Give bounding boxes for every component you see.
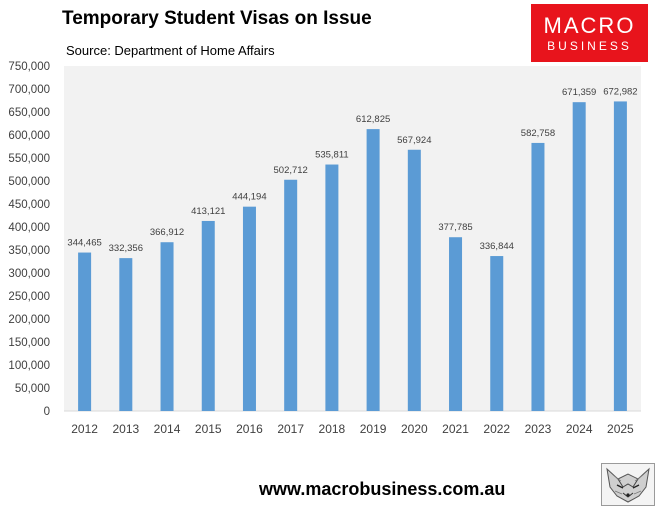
y-tick-label: 0 xyxy=(44,406,50,418)
plot-area xyxy=(64,66,641,411)
y-tick-label: 400,000 xyxy=(8,222,50,234)
data-label: 612,825 xyxy=(356,114,390,125)
logo-line-business: BUSINESS xyxy=(547,38,632,53)
y-tick-label: 300,000 xyxy=(8,268,50,280)
x-tick-label: 2020 xyxy=(401,422,428,436)
y-tick-label: 500,000 xyxy=(8,176,50,188)
y-tick-label: 200,000 xyxy=(8,314,50,326)
y-tick-label: 750,000 xyxy=(8,61,50,73)
y-tick-label: 450,000 xyxy=(8,199,50,211)
y-tick-label: 150,000 xyxy=(8,337,50,349)
data-label: 332,356 xyxy=(109,243,143,254)
bar xyxy=(160,242,174,411)
bar xyxy=(284,179,298,411)
logo-line-macro: MACRO xyxy=(543,12,636,38)
data-label: 567,924 xyxy=(397,135,431,146)
x-tick-label: 2013 xyxy=(112,422,139,436)
y-tick-label: 250,000 xyxy=(8,291,50,303)
y-tick-label: 550,000 xyxy=(8,153,50,165)
data-label: 413,121 xyxy=(191,206,225,217)
data-label: 336,844 xyxy=(480,241,514,252)
x-tick-label: 2012 xyxy=(71,422,98,436)
y-tick-label: 650,000 xyxy=(8,107,50,119)
x-tick-label: 2017 xyxy=(277,422,304,436)
data-label: 502,712 xyxy=(274,165,308,176)
y-tick-label: 50,000 xyxy=(15,383,50,395)
bar xyxy=(325,164,339,411)
bar xyxy=(78,252,92,411)
x-tick-label: 2016 xyxy=(236,422,263,436)
x-tick-label: 2018 xyxy=(319,422,346,436)
footer-url: www.macrobusiness.com.au xyxy=(259,479,506,499)
data-label: 377,785 xyxy=(438,222,472,233)
chart-title: Temporary Student Visas on Issue xyxy=(62,8,372,29)
data-label: 672,982 xyxy=(603,86,637,97)
bar xyxy=(613,101,627,411)
x-tick-label: 2019 xyxy=(360,422,387,436)
x-tick-label: 2024 xyxy=(566,422,593,436)
chart-subtitle: Source: Department of Home Affairs xyxy=(66,43,275,58)
bar xyxy=(201,220,215,411)
data-label: 344,465 xyxy=(67,238,101,249)
bar xyxy=(531,142,545,411)
bar xyxy=(119,258,133,411)
bar xyxy=(490,256,504,411)
bar xyxy=(407,149,421,412)
bar xyxy=(366,129,380,411)
x-tick-label: 2023 xyxy=(525,422,552,436)
data-label: 366,912 xyxy=(150,227,184,238)
wolf-logo-icon xyxy=(601,463,655,506)
x-tick-label: 2025 xyxy=(607,422,634,436)
data-label: 444,194 xyxy=(232,192,266,203)
x-tick-label: 2022 xyxy=(483,422,510,436)
bar xyxy=(242,206,256,411)
data-label: 671,359 xyxy=(562,87,596,98)
macrobusiness-logo: MACRO BUSINESS xyxy=(531,4,648,62)
y-tick-label: 350,000 xyxy=(8,245,50,257)
x-tick-label: 2014 xyxy=(154,422,181,436)
y-tick-label: 700,000 xyxy=(8,84,50,96)
data-label: 582,758 xyxy=(521,128,555,139)
data-label: 535,811 xyxy=(315,150,349,161)
y-tick-label: 600,000 xyxy=(8,130,50,142)
x-tick-label: 2021 xyxy=(442,422,469,436)
x-tick-label: 2015 xyxy=(195,422,222,436)
bar xyxy=(449,237,463,411)
bar xyxy=(572,102,586,411)
y-tick-label: 100,000 xyxy=(8,360,50,372)
